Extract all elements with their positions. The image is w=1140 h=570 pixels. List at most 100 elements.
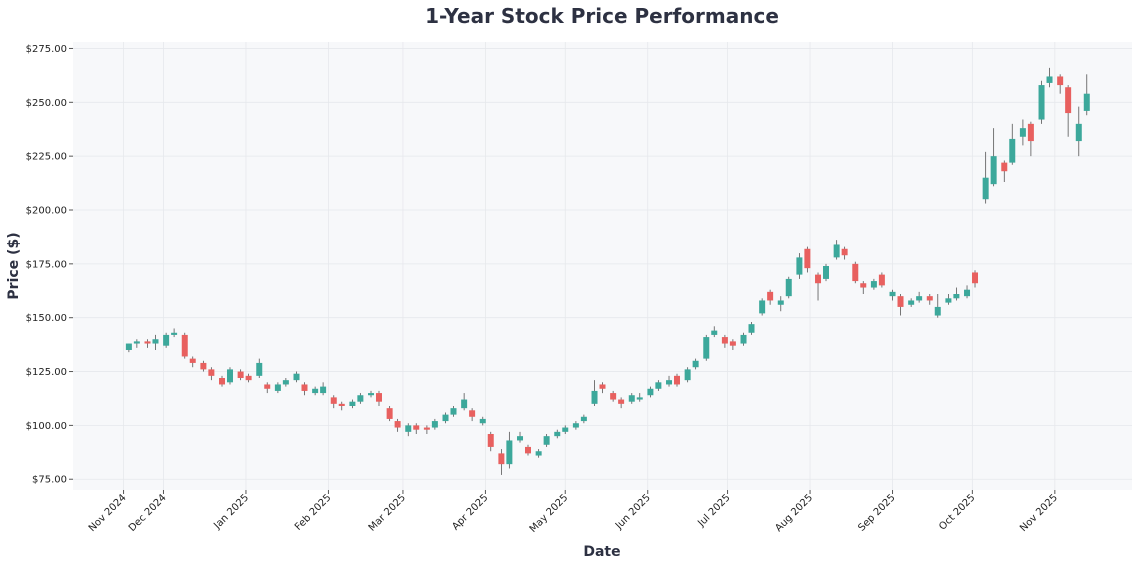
candle-body [1019, 128, 1026, 137]
candle [684, 367, 691, 383]
y-tick-label: $200.00 [26, 206, 67, 217]
candle [320, 382, 327, 396]
candle-body [479, 418, 486, 424]
candle-body [208, 369, 215, 376]
candle [368, 390, 375, 398]
y-tick-label: $150.00 [26, 313, 67, 324]
y-tick-label: $75.00 [32, 475, 67, 486]
candle-body [591, 390, 598, 404]
candle-body [498, 453, 505, 465]
candle-body [740, 334, 747, 344]
x-axis-label: Date [583, 544, 620, 560]
candle-body [189, 358, 196, 363]
candle [711, 326, 718, 338]
candle [219, 375, 226, 387]
candle-body [1009, 138, 1016, 163]
candle [1001, 160, 1008, 182]
candle [208, 367, 215, 381]
candle-body [647, 388, 654, 396]
candle-body [405, 425, 412, 432]
x-tick-label: Nov 2025 [1018, 492, 1060, 534]
candle-body [759, 300, 766, 314]
candle-body [274, 384, 281, 391]
candle [767, 289, 774, 305]
candle [703, 334, 710, 361]
x-tick-label: Dec 2024 [127, 492, 169, 534]
candle-body [125, 343, 132, 350]
candle-body [953, 294, 960, 299]
candle-body [785, 278, 792, 297]
candle [171, 328, 178, 338]
y-tick-label: $175.00 [26, 259, 67, 270]
y-tick-label: $100.00 [26, 421, 67, 432]
candle [748, 322, 755, 335]
candle-body [312, 388, 319, 394]
candle [982, 151, 989, 204]
candle-body [517, 436, 524, 441]
candle [301, 382, 308, 396]
candle [972, 270, 979, 288]
candle-body [721, 337, 728, 344]
candle-body [1038, 85, 1045, 120]
candle [823, 263, 830, 282]
candle-body [684, 369, 691, 381]
candle [200, 360, 207, 372]
candle-body [1001, 162, 1008, 172]
candle [1038, 80, 1045, 124]
candle-body [1075, 123, 1082, 142]
candle [580, 414, 587, 424]
candle [517, 431, 524, 443]
candle-body [833, 244, 840, 258]
candle-body [535, 451, 542, 456]
candle [487, 431, 494, 452]
candle [450, 406, 457, 417]
candle [274, 382, 281, 394]
candle [461, 393, 468, 411]
candle-body [852, 263, 859, 282]
candle [562, 425, 569, 434]
candle [721, 334, 728, 348]
candle [934, 294, 941, 318]
candle-body [729, 341, 736, 346]
candle [405, 423, 412, 437]
x-tick-label: Sep 2025 [856, 492, 897, 533]
candle-body [889, 291, 896, 297]
candle-body [375, 393, 382, 402]
candle [330, 395, 337, 409]
candle [133, 339, 140, 348]
candle-body [349, 401, 356, 406]
candle [535, 449, 542, 458]
candle [1046, 67, 1053, 88]
candle-body [237, 371, 244, 378]
candle-body [506, 440, 513, 465]
candle [610, 390, 617, 402]
candle [647, 386, 654, 398]
candle [1019, 119, 1026, 146]
candle [498, 449, 505, 475]
y-axis-ticks: $75.00 $100.00 $125.00 $150.00 $175.00 $200.0… [26, 44, 73, 486]
candle-body [767, 291, 774, 301]
candle [1027, 121, 1034, 157]
candle [163, 332, 170, 348]
x-tick-label: Nov 2024 [87, 492, 129, 534]
candle [479, 416, 486, 426]
gridlines [73, 42, 1132, 490]
candle [375, 390, 382, 406]
candle [692, 358, 699, 370]
candle-body [870, 281, 877, 288]
candle-body [796, 257, 803, 275]
candle-body [461, 399, 468, 409]
candle [237, 369, 244, 381]
candle [945, 294, 952, 305]
candle [759, 298, 766, 316]
candle [860, 281, 867, 294]
candle [357, 393, 364, 404]
candle [312, 386, 319, 396]
candle-body [777, 300, 784, 305]
candle-body [469, 410, 476, 417]
candle-body [1027, 123, 1034, 142]
candle [878, 272, 885, 288]
candle [256, 358, 263, 378]
candle [386, 406, 393, 422]
